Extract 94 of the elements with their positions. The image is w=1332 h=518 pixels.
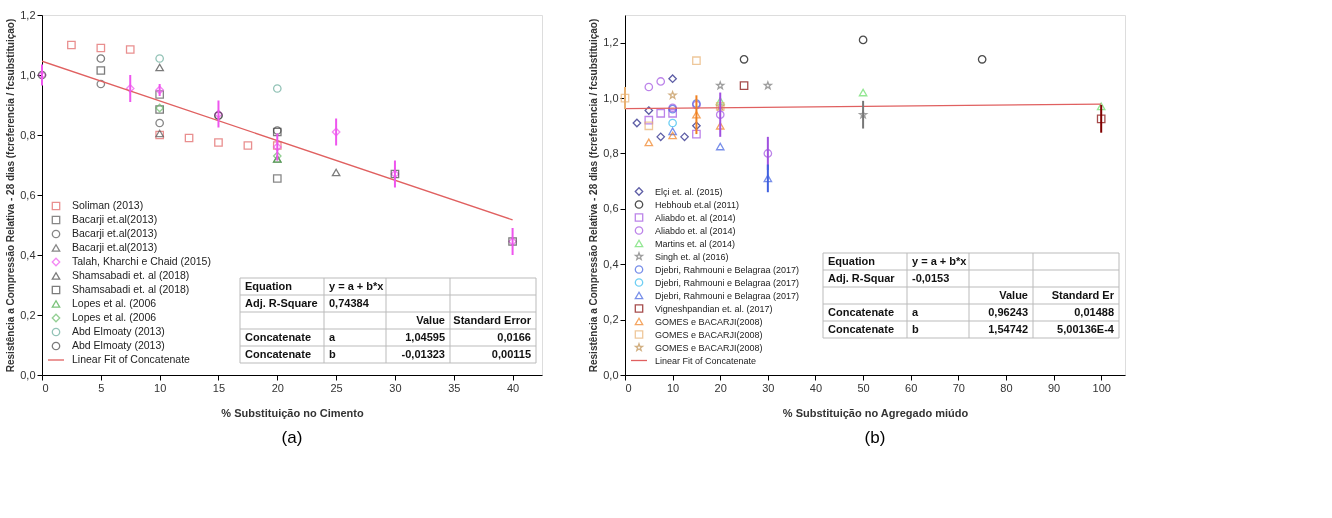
y-tick-label: 0,4 [20,248,36,261]
annotation: Equation [245,279,293,292]
y-tick-label: 0,8 [20,128,36,141]
legend-label: Linear Fit of Concatenate [72,353,191,365]
x-tick-label: 40 [809,381,823,394]
annotation: 1,04595 [405,330,445,343]
y-tick-label: 0,4 [603,257,619,270]
x-tick-label: 25 [330,381,343,394]
y-tick-label: 1,2 [603,36,619,49]
x-axis-title: % Substituição no Agregado miúdo [782,406,969,419]
legend-label: Singh et. al (2016) [655,251,729,262]
legend-label: Bacarji et.al(2013) [72,227,158,239]
y-tick-label: 0,2 [603,313,619,326]
legend-label: Djebri, Rahmouni e Belagraa (2017) [655,264,800,275]
x-tick-label: 70 [952,381,965,394]
x-tick-label: 0 [625,381,632,394]
y-tick-label: 0,0 [603,368,619,381]
annotation: Standard Er [1051,288,1115,301]
x-tick-label: 30 [389,381,402,394]
legend-label: Lopes et al. (2006 [72,311,157,323]
legend-label: Soliman (2013) [72,199,144,211]
y-tick-label: 0,6 [20,188,36,201]
annotation: Value [416,313,445,326]
legend-label: Bacarji et.al(2013) [72,213,158,225]
annotation: Concatenate [245,347,312,360]
legend-label: Linear Fit of Concatenate [655,355,757,366]
legend-label: Abd Elmoaty (2013) [72,339,165,351]
legend-label: GOMES e BACARJI(2008) [655,342,763,353]
annotation: 0,01488 [1074,305,1114,318]
legend-label: Bacarji et.al(2013) [72,241,158,253]
annotation: y = a + b*x [912,254,968,267]
y-tick-label: 0,6 [603,202,619,215]
x-tick-label: 50 [857,381,870,394]
y-axis-title: Resistência a Compressão Relativa - 28 dias (fcreferencia / fcsubstituiçao) [5,18,17,373]
x-tick-label: 100 [1092,381,1111,394]
annotation: Concatenate [828,322,895,335]
annotation: 5,00136E-4 [1057,322,1115,335]
annotation: Concatenate [245,330,312,343]
annotation: 0,96243 [988,305,1028,318]
legend-label: Aliabdo et. al (2014) [655,212,736,223]
legend-label: Lopes et al. (2006 [72,297,157,309]
annotation: Standard Error [453,313,532,326]
x-tick-label: 40 [506,381,520,394]
x-tick-label: 90 [1047,381,1061,394]
annotation: a [912,305,919,318]
annotation: Value [999,288,1028,301]
legend-label: Elçi et. al. (2015) [655,186,723,197]
legend-label: Vigneshpandian et. al. (2017) [655,303,773,314]
annotation: Adj. R-Square [245,296,318,309]
annotation: -0,0153 [912,271,950,284]
x-tick-label: 60 [905,381,918,394]
legend-label: GOMES e BACARJI(2008) [655,316,763,327]
annotation: b [329,347,336,360]
x-tick-label: 10 [666,381,680,394]
legend-label: Abd Elmoaty (2013) [72,325,165,337]
y-tick-label: 0,0 [20,368,36,381]
legend-label: Djebri, Rahmouni e Belagraa (2017) [655,290,800,301]
x-tick-label: 35 [448,381,461,394]
legend-label: Shamsabadi et. al (2018) [72,283,190,295]
x-tick-label: 80 [1000,381,1013,394]
x-axis-title: % Substituição no Cimento [221,406,364,419]
x-tick-label: 5 [98,381,105,394]
y-tick-label: 1,0 [603,91,619,104]
legend-label: GOMES e BACARJI(2008) [655,329,763,340]
annotation: b [912,322,919,335]
annotation: y = a + b*x [329,279,385,292]
x-tick-label: 15 [212,381,226,394]
x-tick-label: 30 [762,381,775,394]
annotation: a [329,330,336,343]
annotation: 0,00115 [491,347,531,360]
annotation: 1,54742 [988,322,1028,335]
annotation: 0,0166 [497,330,531,343]
annotation: 0,74384 [329,296,370,309]
y-tick-label: 0,2 [20,308,36,321]
x-tick-label: 20 [714,381,727,394]
legend-label: Talah, Kharchi e Chaid (2015) [72,255,211,267]
x-tick-label: 20 [271,381,284,394]
text: (a) [281,428,303,447]
y-tick-label: 1,0 [20,68,36,81]
y-tick-label: 0,8 [603,146,619,159]
annotation: Adj. R-Squar [828,271,896,284]
x-tick-label: 10 [154,381,167,394]
legend-label: Shamsabadi et. al (2018) [72,269,190,281]
legend-label: Hebhoub et.al (2011) [655,199,739,210]
x-tick-label: 0 [42,381,49,394]
y-tick-label: 1,2 [20,8,36,21]
y-axis-title: Resistência a Compressão Relativa - 28 dias (fcreferencia / fcsubstituiçao) [588,18,600,373]
annotation: Equation [828,254,876,267]
legend-label: Djebri, Rahmouni e Belagraa (2017) [655,277,800,288]
annotation: -0,01323 [401,347,445,360]
legend-label: Martins et. al (2014) [655,238,736,249]
text: (b) [864,428,886,447]
annotation: Concatenate [828,305,895,318]
legend-label: Aliabdo et. al (2014) [655,225,736,236]
